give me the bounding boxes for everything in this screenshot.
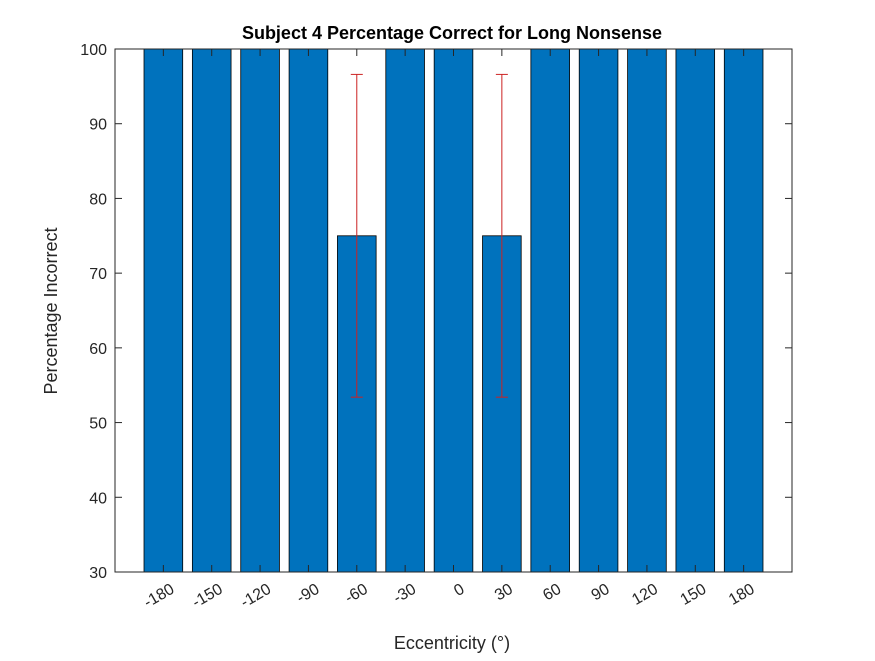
x-tick-label: 30	[492, 581, 516, 605]
bar--150	[191, 48, 232, 573]
bar--180	[143, 48, 184, 573]
y-tick-label: 70	[89, 266, 107, 283]
bar-180	[723, 48, 764, 573]
bar--30	[385, 48, 425, 573]
y-axis-label: Percentage Incorrect	[41, 227, 61, 394]
bar-150	[675, 48, 716, 573]
y-tick-label: 50	[89, 416, 107, 433]
bar-90	[578, 48, 619, 573]
y-tick-label: 40	[89, 490, 107, 507]
error-bar-30	[495, 73, 508, 398]
x-tick-label: 0	[451, 581, 467, 600]
x-tick-label: -30	[391, 581, 420, 607]
error-bars-layer	[350, 73, 508, 398]
error-bar--60	[350, 73, 363, 398]
x-tick-label: 180	[726, 581, 758, 609]
x-tick-label: -90	[294, 581, 323, 607]
x-tick-label: -150	[189, 581, 225, 612]
x-tick-label: -120	[238, 581, 274, 612]
y-tick-label: 90	[89, 117, 107, 134]
x-tick-label: 60	[540, 581, 564, 605]
y-tick-label: 80	[89, 191, 107, 208]
bar-120	[627, 48, 667, 573]
x-tick-label: 150	[678, 581, 710, 609]
bar--90	[288, 48, 329, 573]
x-axis-label: Eccentricity (°)	[394, 633, 510, 653]
chart-title: Subject 4 Percentage Correct for Long No…	[242, 23, 662, 43]
x-tick-label: 90	[589, 581, 613, 605]
x-tick-label: -60	[342, 581, 371, 607]
x-tick-label: 120	[629, 581, 661, 609]
bar-0	[433, 48, 474, 573]
bar--120	[240, 48, 280, 573]
y-tick-label: 60	[89, 341, 107, 358]
y-tick-label: 100	[80, 42, 107, 59]
y-tick-label: 30	[89, 565, 107, 582]
x-tick-label: -180	[141, 581, 177, 612]
bars-layer	[143, 48, 764, 573]
bar-60	[530, 48, 570, 573]
